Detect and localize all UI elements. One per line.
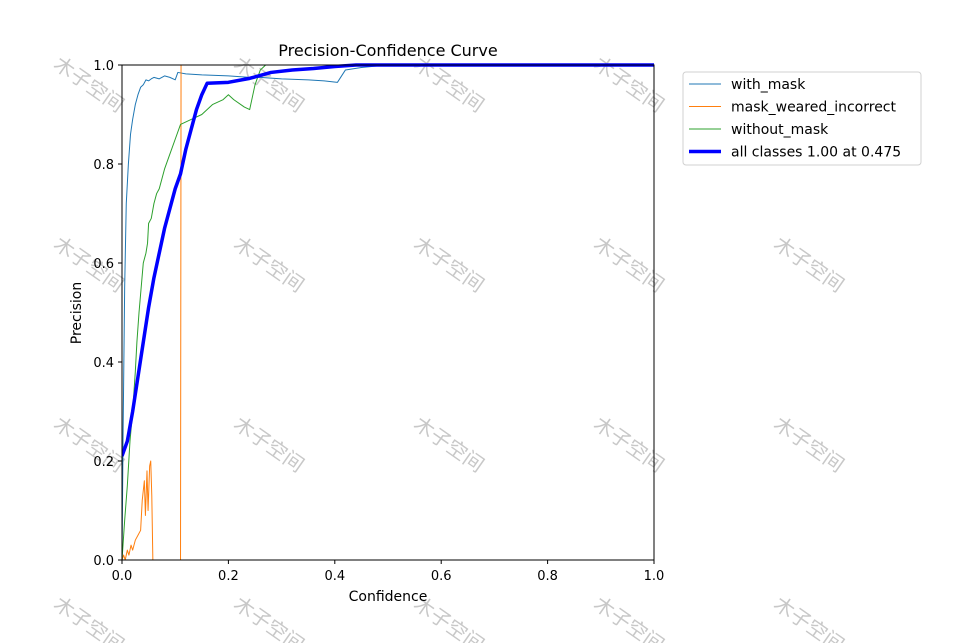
x-tick-label: 0.2 [218,569,239,584]
watermark-text: 木子空间 [589,51,668,117]
watermark-text: 木子空间 [589,591,668,643]
y-tick-label: 1.0 [93,59,114,74]
x-tick-label: 0.6 [431,569,452,584]
plot-area [122,63,654,560]
watermark-text: 木子空间 [49,411,128,477]
series-line-3 [122,64,654,560]
watermark-text: 木子空间 [229,591,308,643]
y-tick-label: 0.0 [93,554,114,569]
x-tick-label: 0.8 [537,569,558,584]
x-axis-label: Confidence [349,589,428,605]
legend-entry: with_mask [731,77,806,93]
series-line-4 [122,63,654,457]
x-tick-label: 0.0 [112,569,133,584]
axes: 0.0 0.2 0.4 0.6 0.8 1.0 0.0 0.2 0.4 0.6 0.8 1.0 [93,59,664,584]
watermark-text: 木子空间 [769,591,848,643]
watermark-text: 木子空间 [49,591,128,643]
y-tick-label: 0.6 [93,257,114,272]
watermark-text: 木子空间 [409,411,488,477]
series-line-2 [122,64,654,560]
y-axis-label: Precision [69,282,85,344]
watermark-text: 木子空间 [409,231,488,297]
y-tick-label: 0.4 [93,356,114,371]
legend-entry: mask_weared_incorrect [731,100,897,116]
axes-frame [121,64,655,561]
legend: with_mask mask_weared_incorrect without_ma… [682,71,922,166]
watermark-text: 木子空间 [229,411,308,477]
watermark-text: 木子空间 [409,51,488,117]
watermark-text: 木子空间 [769,231,848,297]
y-tick-label: 0.2 [93,455,114,470]
watermark-text: 木子空间 [589,231,668,297]
watermark-text: 木子空间 [769,411,848,477]
watermark-text: 木子空间 [229,231,308,297]
series-line-1 [122,64,654,560]
chart-title: Precision-Confidence Curve [278,41,497,60]
x-tick-label: 0.4 [324,569,345,584]
legend-entry: all classes 1.00 at 0.475 [731,145,901,161]
y-tick-label: 0.8 [93,158,114,173]
x-tick-label: 1.0 [644,569,665,584]
watermark-text: 木子空间 [49,231,128,297]
legend-box [682,71,922,166]
watermark-text: 木子空间 [229,51,308,117]
watermark-text: 木子空间 [589,411,668,477]
watermark-text: 木子空间 [49,51,128,117]
legend-entry: without_mask [731,122,829,138]
